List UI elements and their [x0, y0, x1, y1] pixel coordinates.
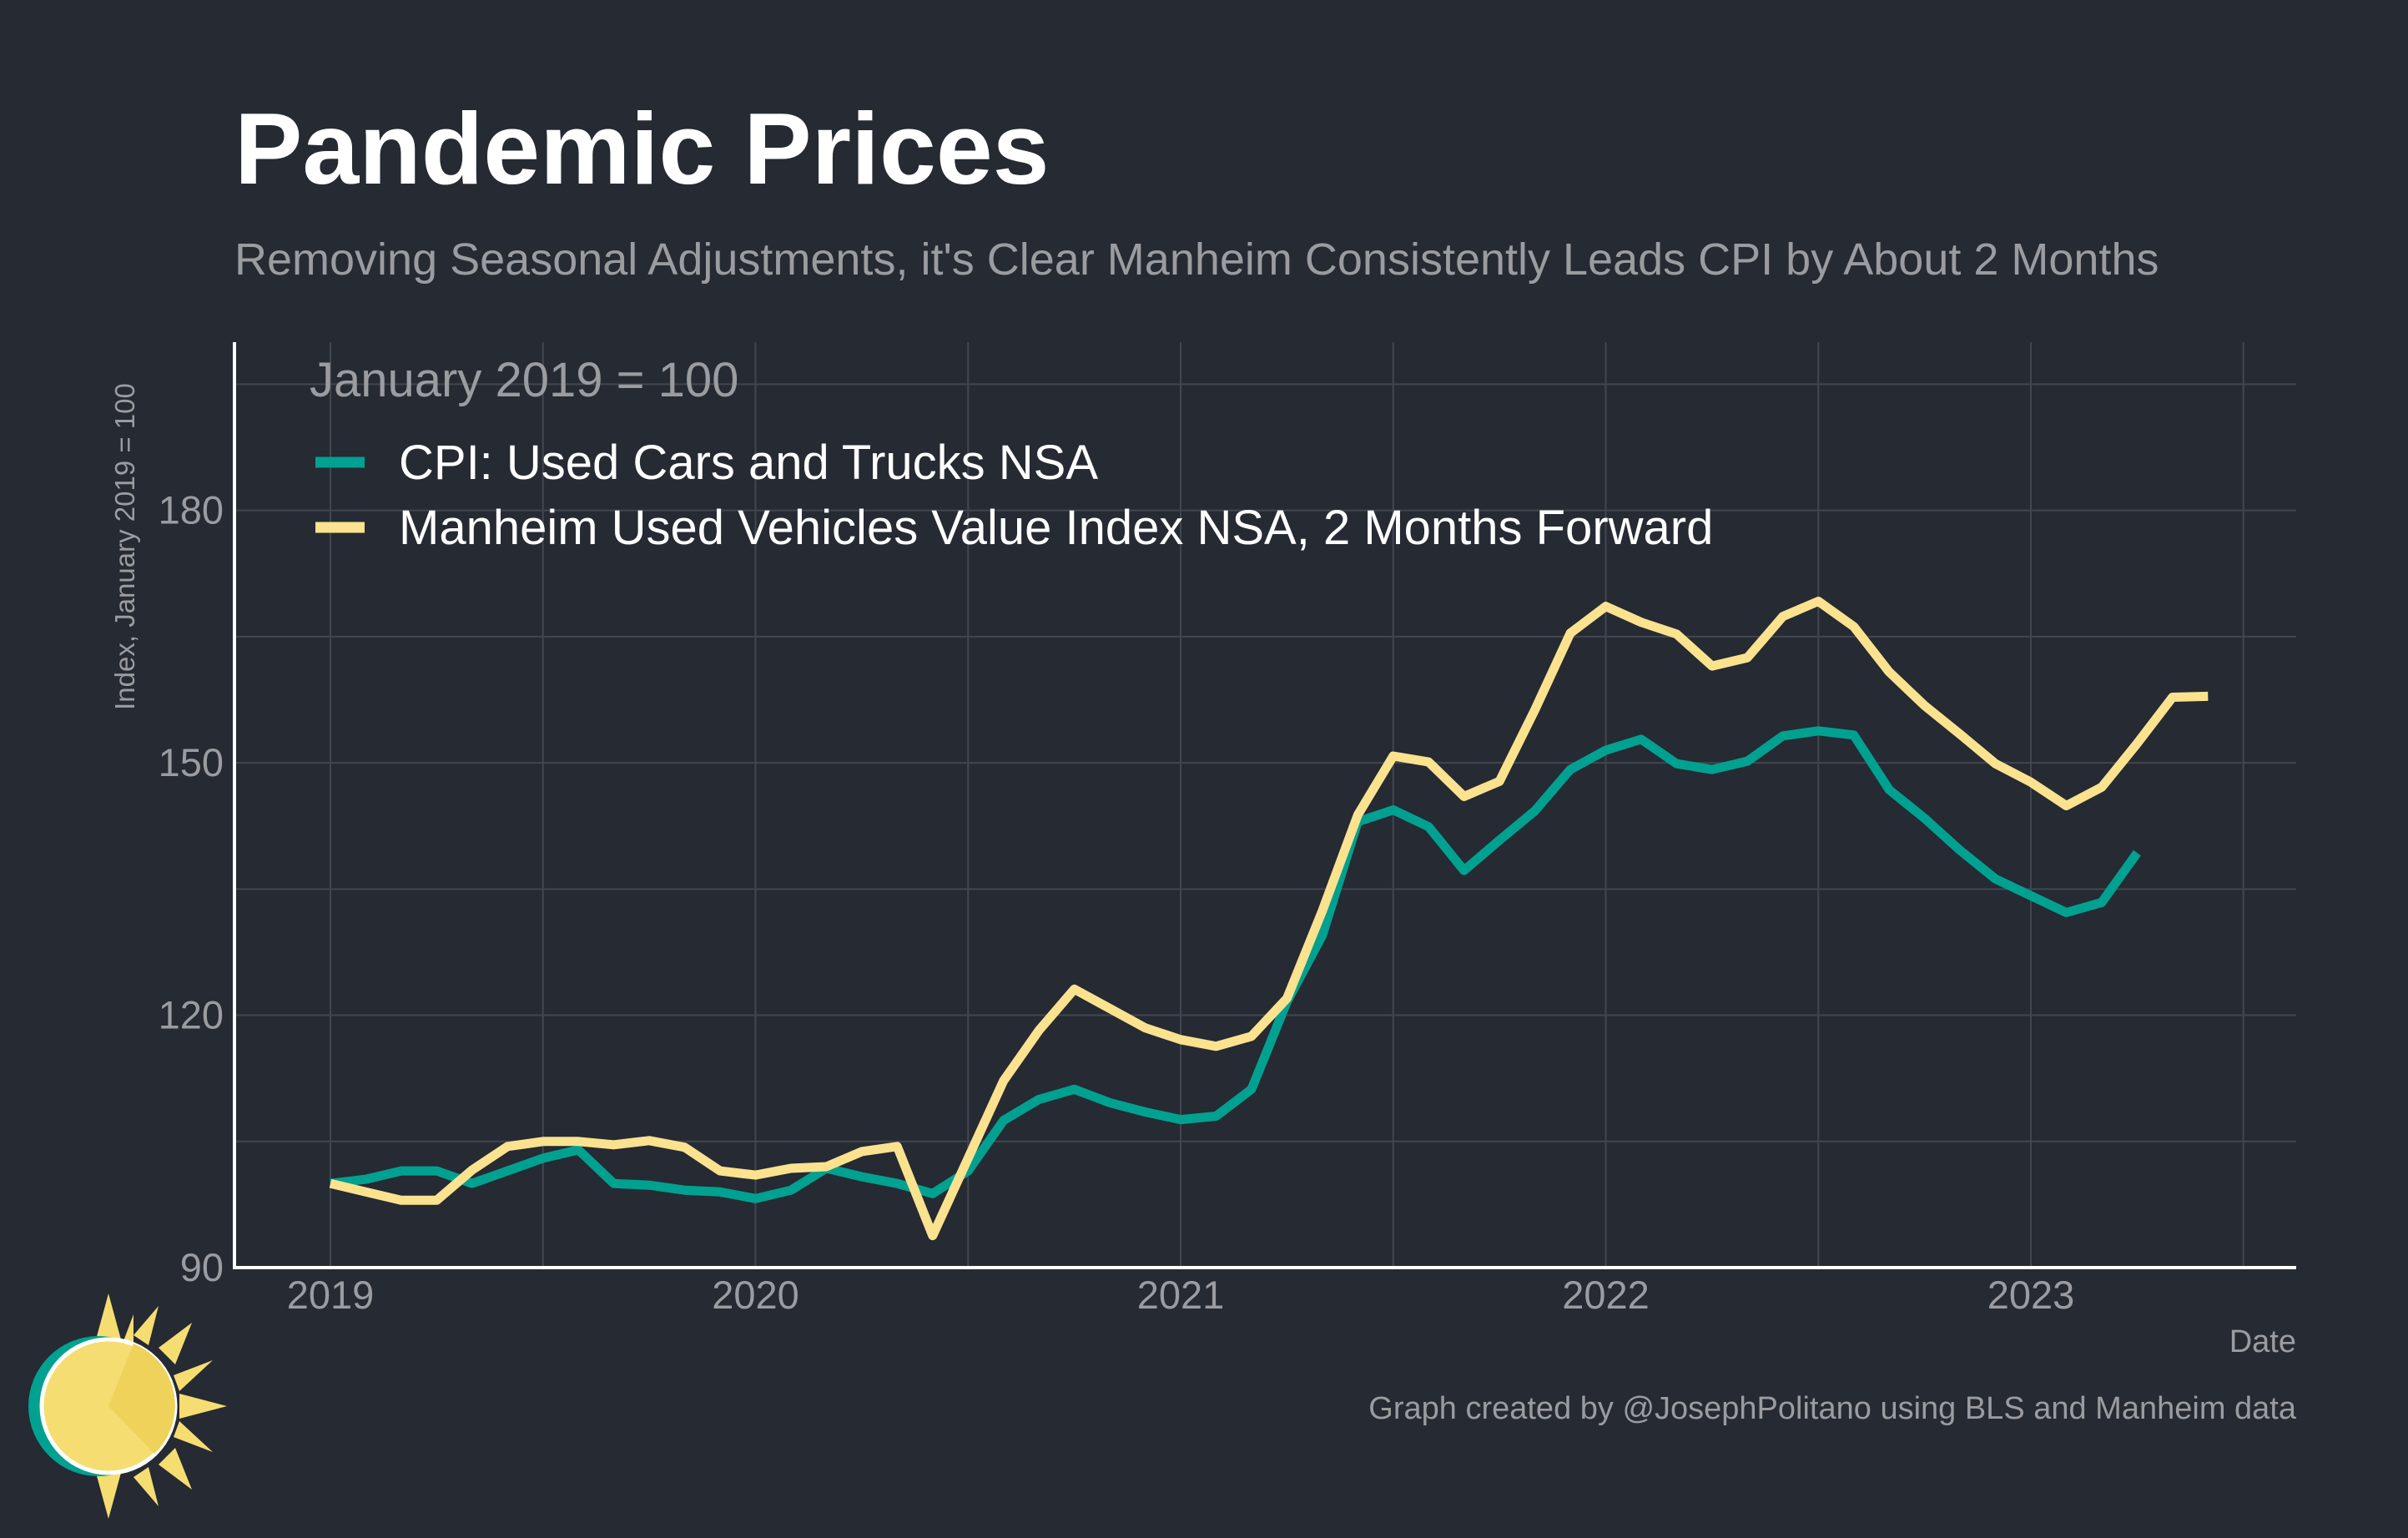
x-tick-label: 2022: [1562, 1273, 1650, 1317]
x-tick-label: 2021: [1137, 1273, 1225, 1317]
grid-lines: [234, 342, 2296, 1268]
x-tick-label: 2020: [712, 1273, 799, 1317]
series-lines: [329, 597, 2209, 1241]
y-axis-label: Index, January 2019 = 100: [109, 383, 140, 710]
y-tick-label: 180: [159, 488, 224, 532]
chart-title: Pandemic Prices: [234, 92, 1050, 205]
x-axis-label: Date: [2229, 1324, 2296, 1359]
series-line-manheim: [329, 597, 2209, 1241]
legend-title: January 2019 = 100: [310, 353, 738, 407]
series-line-cpi: [330, 726, 2141, 1203]
y-tick-labels: 90 120 150 180: [159, 488, 224, 1289]
chart-subtitle: Removing Seasonal Adjustments, it's Clea…: [234, 234, 2159, 285]
y-tick-label: 150: [159, 740, 224, 784]
x-tick-label: 2023: [1987, 1273, 2075, 1317]
legend-label-cpi: CPI: Used Cars and Trucks NSA: [399, 436, 1098, 490]
legend-label-manheim: Manheim Used Vehicles Value Index NSA, 2…: [399, 501, 1713, 555]
legend: January 2019 = 100 CPI: Used Cars and Tr…: [310, 353, 1713, 555]
x-tick-label: 2019: [287, 1273, 375, 1317]
y-tick-label: 120: [159, 993, 224, 1037]
sun-logo-icon: [28, 1293, 227, 1519]
y-tick-label: 90: [180, 1245, 224, 1289]
source-credit: Graph created by @JosephPolitano using B…: [1368, 1391, 2297, 1426]
x-tick-labels: 2019 2020 2021 2022 2023: [287, 1273, 2075, 1317]
